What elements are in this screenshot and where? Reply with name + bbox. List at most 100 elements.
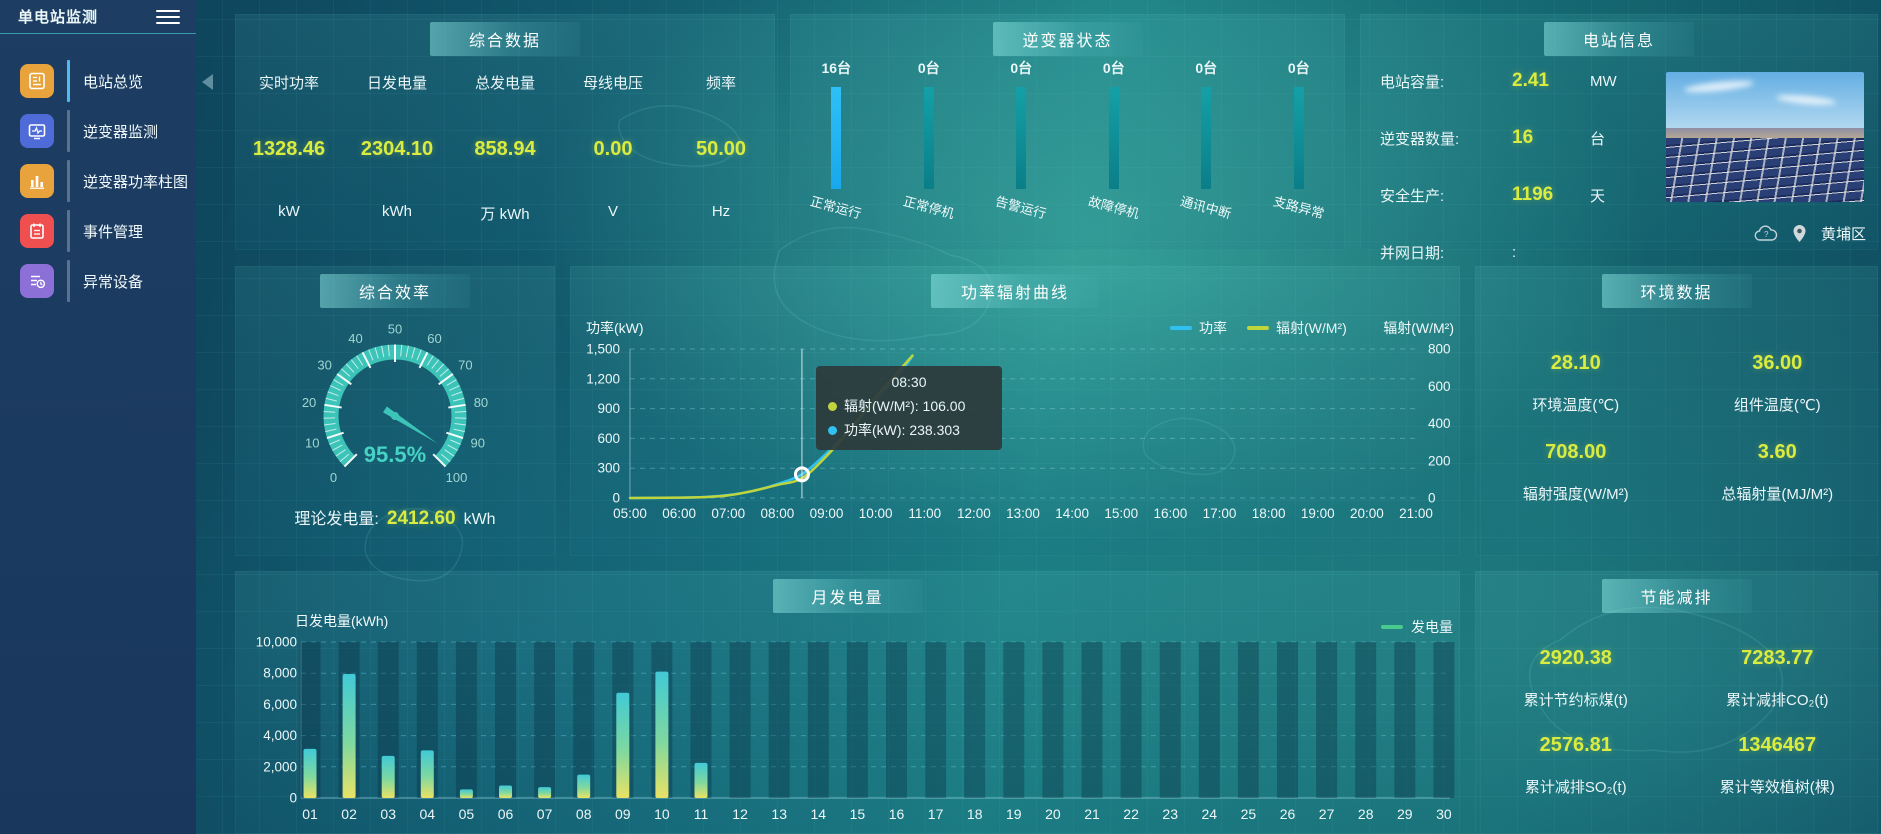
panel-monthly-generation: 月发电量 日发电量(kWh) 发电量 0 2,000 4,000 6,000 8,000… [235,571,1460,834]
sidebar-item-label: 逆变器功率柱图 [83,173,189,191]
environment-metrics: 28.10 环境温度(℃) 36.00 组件温度(℃) 708.00 辐射强度(… [1475,352,1878,504]
svg-text:07:00: 07:00 [711,506,745,521]
status-alarm-running: 0台 告警运行 [993,60,1049,222]
ambient-temperature: 28.10 环境温度(℃) [1532,352,1620,414]
abnormal-devices-icon [20,264,54,298]
saving-metrics: 2920.38 累计节约标煤(t) 7283.77 累计减排CO₂(t) 257… [1475,647,1878,797]
svg-text:200: 200 [1428,453,1451,468]
hamburger-icon[interactable] [156,6,180,28]
radiation-intensity: 708.00 辐射强度(W/M²) [1522,441,1629,503]
svg-text:30: 30 [317,357,331,372]
svg-text:20: 20 [302,395,316,410]
svg-text:600: 600 [597,431,620,446]
grid-connection-date-row: 并网日期: : [1380,243,1517,262]
svg-text:80: 80 [474,395,488,410]
district-label: 黄埔区 [1820,226,1866,243]
station-info-rows: 电站容量: 2.41 MW 逆变器数量: 16 台 安全生产: 1196 天 并… [1380,62,1670,290]
theoretical-energy: 理论发电量: 2412.60 kWh [294,508,496,529]
left-axis-title: 功率(kW) [586,320,644,336]
status-fault-stopped: 0台 故障停机 [1086,60,1141,222]
svg-text:07: 07 [537,806,553,822]
svg-text:800: 800 [1428,342,1451,357]
sidebar-item-event-management[interactable]: 事件管理 [0,206,196,256]
svg-text:10,000: 10,000 [256,635,297,650]
generation-legend-swatch [1381,625,1403,629]
panel-title: 功率辐射曲线 [930,274,1100,308]
metric-daily-energy: 日发电量 2304.10 kWh [360,75,434,220]
svg-text:11: 11 [694,806,709,822]
svg-text:11:00: 11:00 [908,506,941,521]
svg-text:09: 09 [615,806,631,822]
svg-text:40: 40 [348,331,362,346]
station-photo [1666,72,1864,202]
svg-text:04: 04 [420,806,436,822]
svg-text:900: 900 [597,401,620,416]
svg-text:19:00: 19:00 [1301,506,1335,521]
svg-text:0: 0 [1428,491,1436,506]
legend-radiation[interactable]: 辐射(W/M²) [1247,318,1347,338]
sidebar-item-label: 异常设备 [83,273,144,291]
svg-text:06:00: 06:00 [662,506,696,521]
summary-metrics: 实时功率 1328.46 kW 日发电量 2304.10 kWh 总发电量 85… [235,72,775,224]
co2-reduced: 7283.77 累计减排CO₂(t) [1726,647,1829,709]
svg-text:14: 14 [811,806,827,822]
sidebar-item-abnormal-devices[interactable]: 异常设备 [0,256,196,306]
sidebar-item-inverter-monitor[interactable]: 逆变器监测 [0,106,196,156]
location-pin-icon [1793,225,1806,242]
active-indicator [67,60,70,102]
panel-title: 综合效率 [320,274,470,308]
svg-text:12: 12 [732,806,748,822]
svg-text:09:00: 09:00 [810,506,844,521]
monthly-generation-chart[interactable]: 0 2,000 4,000 6,000 8,000 10,000 01 02 03 04 05 06 0… [235,571,1460,834]
sidebar-item-station-overview[interactable]: 电站总览 [0,56,196,106]
safe-production-row: 安全生产: 1196 天 [1380,184,1606,205]
svg-text:100: 100 [446,470,468,485]
efficiency-gauge[interactable]: 0 10 20 30 40 50 60 70 80 90 100 [235,286,555,501]
station-capacity-row: 电站容量: 2.41 MW [1380,70,1617,91]
sidebar-menu: 电站总览 逆变器监测 逆变器功率柱图 事 [0,34,196,306]
inverter-count-row: 逆变器数量: 16 台 [1380,127,1606,148]
panel-title: 电站信息 [1544,22,1694,56]
total-radiation: 3.60 总辐射量(MJ/M²) [1721,441,1834,503]
svg-text:26: 26 [1280,806,1296,822]
sidebar-item-inverter-power-bars[interactable]: 逆变器功率柱图 [0,156,196,206]
event-management-icon [20,214,54,248]
panel-title: 月发电量 [772,579,923,613]
svg-text:08: 08 [576,806,592,822]
so2-reduced: 2576.81 累计减排SO₂(t) [1524,734,1627,796]
svg-text:06: 06 [498,806,514,822]
svg-text:01: 01 [302,806,318,822]
svg-text:0: 0 [612,491,620,506]
bar-legend[interactable]: 发电量 [1381,617,1453,637]
panel-power-radiation-curve: 功率辐射曲线 功率(kW) 辐射(W/M²) 功率 辐射(W/M²) 0 300 6… [570,266,1460,556]
panel-title: 环境数据 [1601,274,1752,308]
svg-text:10: 10 [305,435,319,450]
svg-text:8,000: 8,000 [263,666,297,681]
svg-text:?: ? [1764,230,1769,239]
svg-text:18: 18 [967,806,983,822]
panel-environment-data: 环境数据 28.10 环境温度(℃) 36.00 组件温度(℃) 708.00 … [1475,266,1878,556]
panel-title: 节能减排 [1601,579,1752,613]
svg-text:0: 0 [330,470,337,485]
module-temperature: 36.00 组件温度(℃) [1733,352,1821,414]
status-bar [1016,87,1027,189]
right-axis-title: 辐射(W/M²) [1383,320,1454,336]
svg-text:05:00: 05:00 [613,506,647,521]
svg-text:22: 22 [1123,806,1139,822]
collapse-left-icon[interactable] [202,74,213,90]
legend-power[interactable]: 功率 [1170,318,1227,338]
bar-y-axis-title: 日发电量(kWh) [295,613,389,629]
tooltip-time: 08:30 [891,374,927,390]
status-normal-running: 16台 正常运行 [808,60,864,222]
svg-text:14:00: 14:00 [1055,506,1089,521]
svg-text:4,000: 4,000 [263,728,297,743]
svg-text:70: 70 [458,357,472,372]
svg-text:12:00: 12:00 [957,506,991,521]
gauge-value: 95.5% [363,442,427,467]
tooltip-radiation: 辐射(W/M²): 106.00 [828,396,990,416]
power-radiation-chart[interactable]: 0 300 600 900 1,200 1,500 0 200 400 600 800 05:00 06… [570,266,1460,556]
status-bar [1201,87,1212,189]
status-bar [923,87,934,189]
status-bar [831,87,842,189]
sidebar: 单电站监测 电站总览 逆变器监测 [0,0,196,834]
